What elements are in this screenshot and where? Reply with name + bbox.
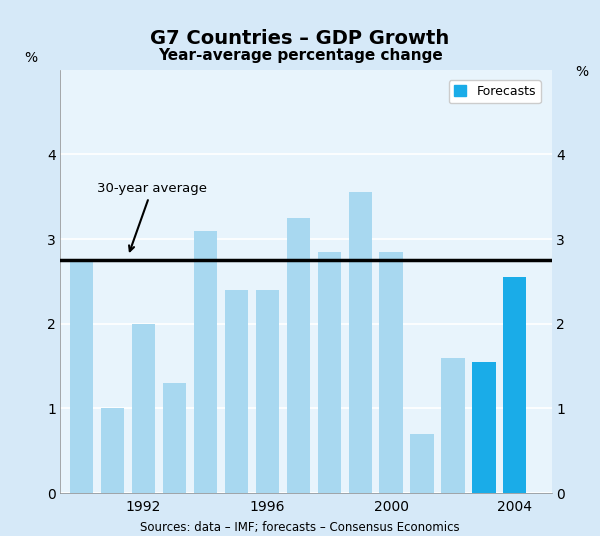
Bar [442, 358, 464, 493]
Legend: Forecasts: Forecasts [449, 80, 541, 103]
Bar [256, 290, 279, 493]
Bar [410, 434, 434, 493]
Y-axis label: %: % [24, 51, 37, 65]
Bar [503, 277, 526, 493]
Text: Sources: data – IMF; forecasts – Consensus Economics: Sources: data – IMF; forecasts – Consens… [140, 520, 460, 534]
Y-axis label: %: % [575, 65, 588, 79]
Bar [194, 230, 217, 493]
Bar [349, 192, 372, 493]
Text: G7 Countries – GDP Growth: G7 Countries – GDP Growth [151, 29, 449, 48]
Bar [132, 324, 155, 493]
Bar [101, 408, 124, 493]
Text: 30-year average: 30-year average [97, 182, 207, 251]
Bar [163, 383, 186, 493]
Bar [225, 290, 248, 493]
Bar [287, 218, 310, 493]
Bar [317, 252, 341, 493]
Bar [472, 362, 496, 493]
Bar [379, 252, 403, 493]
Text: Year-average percentage change: Year-average percentage change [158, 48, 442, 63]
Bar [70, 260, 93, 493]
